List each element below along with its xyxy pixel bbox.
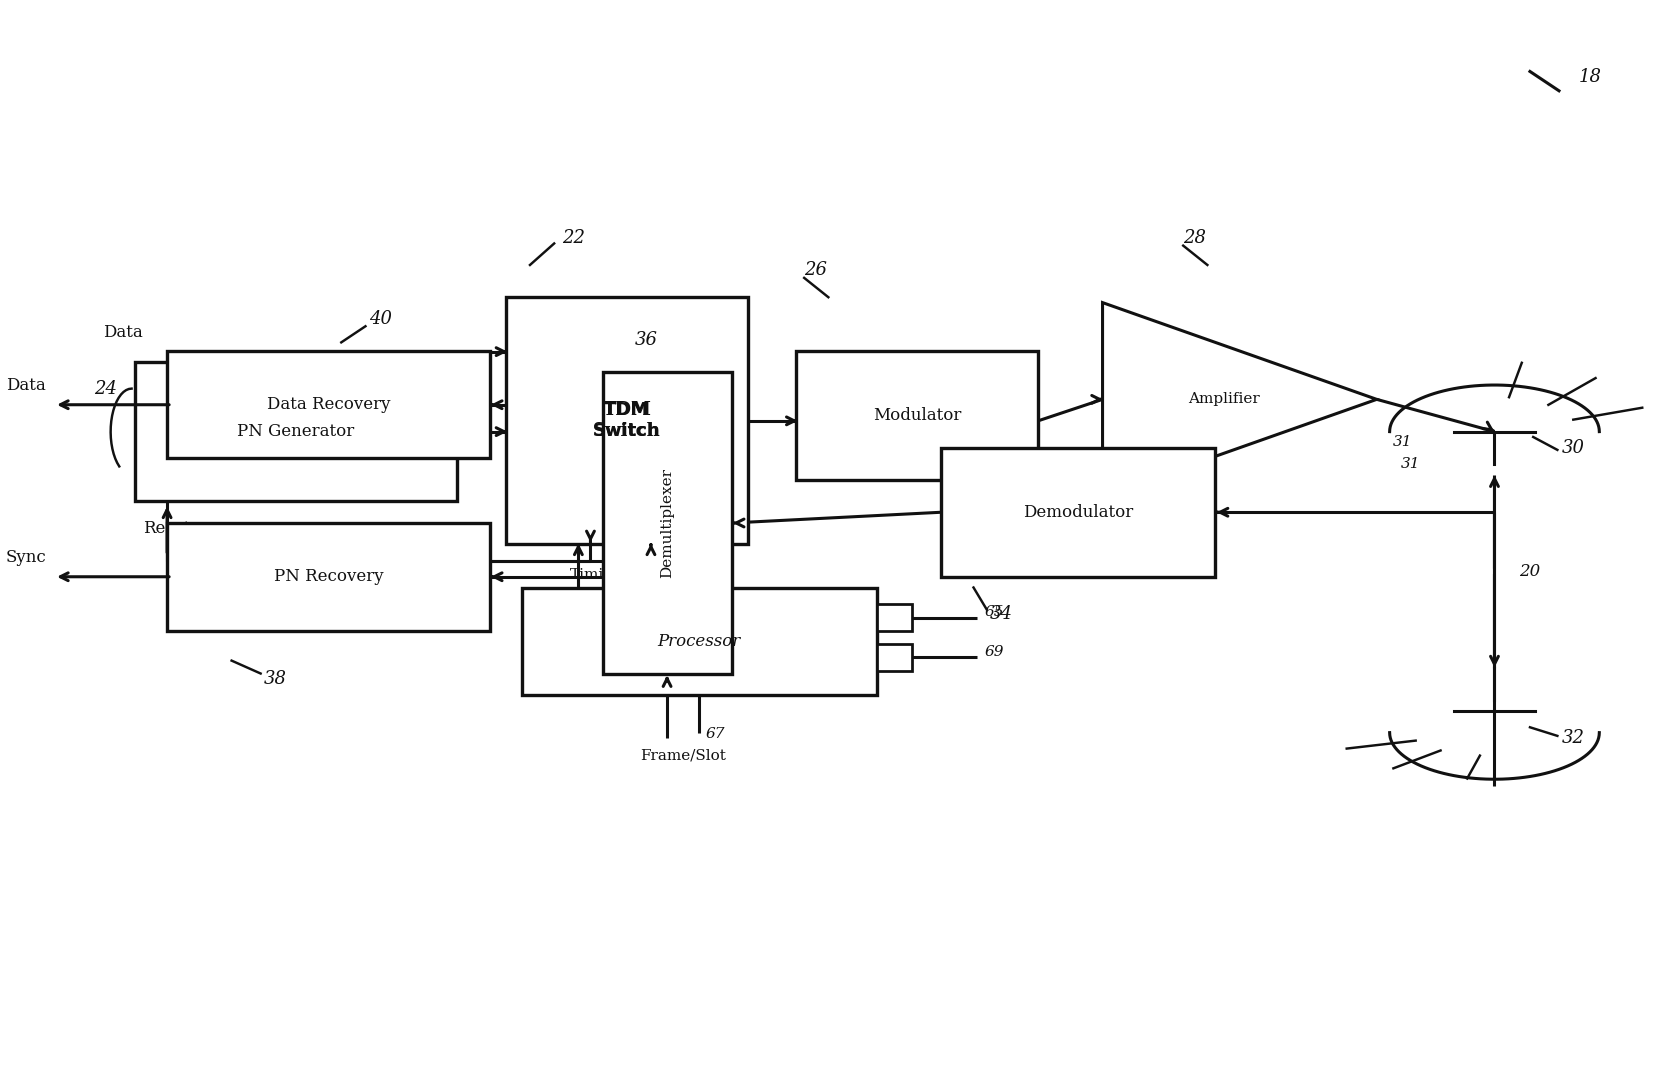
Text: 67: 67	[706, 727, 724, 741]
Text: Data Recovery: Data Recovery	[266, 396, 390, 413]
Text: 34: 34	[989, 605, 1012, 623]
Text: 30: 30	[1561, 439, 1584, 456]
Text: Reset: Reset	[142, 519, 191, 537]
Text: TDM
Switch: TDM Switch	[592, 402, 661, 440]
Text: 65: 65	[984, 605, 1004, 620]
Text: PN Generator: PN Generator	[238, 424, 355, 440]
Text: Processor: Processor	[657, 633, 741, 650]
Bar	[167, 523, 490, 631]
Text: 40: 40	[368, 309, 391, 328]
Text: Frame/Slot: Frame/Slot	[639, 749, 726, 762]
Bar	[940, 448, 1215, 577]
Text: Amplifier: Amplifier	[1186, 392, 1258, 406]
Text: Sync: Sync	[5, 549, 47, 566]
Bar	[796, 351, 1037, 480]
Text: Timing: Timing	[570, 568, 624, 583]
Text: 28: 28	[1183, 229, 1206, 247]
Bar	[877, 644, 912, 671]
Text: 38: 38	[264, 670, 286, 688]
Text: Data: Data	[102, 323, 142, 341]
Polygon shape	[1103, 303, 1375, 497]
Bar	[167, 351, 490, 458]
Text: 20: 20	[1517, 563, 1539, 579]
Text: 31: 31	[1392, 436, 1412, 450]
Text: 24: 24	[94, 380, 117, 397]
Text: 36: 36	[634, 331, 657, 350]
Bar	[602, 372, 731, 673]
Text: 31: 31	[1400, 457, 1420, 470]
Text: TDM
Switch: TDM Switch	[592, 402, 661, 440]
Text: Data: Data	[7, 377, 47, 394]
Text: 69: 69	[984, 645, 1004, 659]
Text: Demultiplexer: Demultiplexer	[659, 468, 674, 578]
Text: 32: 32	[1561, 729, 1584, 747]
Text: 26: 26	[803, 261, 826, 280]
Bar	[877, 604, 912, 631]
Bar	[522, 587, 877, 695]
Bar	[505, 297, 748, 544]
Text: 18: 18	[1578, 68, 1601, 86]
Text: Demodulator: Demodulator	[1022, 504, 1133, 521]
Text: Modulator: Modulator	[872, 407, 960, 424]
Text: PN Recovery: PN Recovery	[273, 568, 383, 585]
Bar	[136, 362, 457, 502]
Text: 22: 22	[562, 229, 586, 247]
